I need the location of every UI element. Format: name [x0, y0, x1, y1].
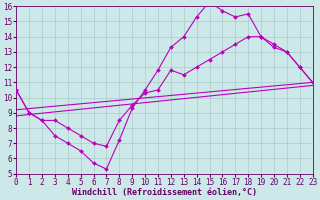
X-axis label: Windchill (Refroidissement éolien,°C): Windchill (Refroidissement éolien,°C) — [72, 188, 257, 197]
